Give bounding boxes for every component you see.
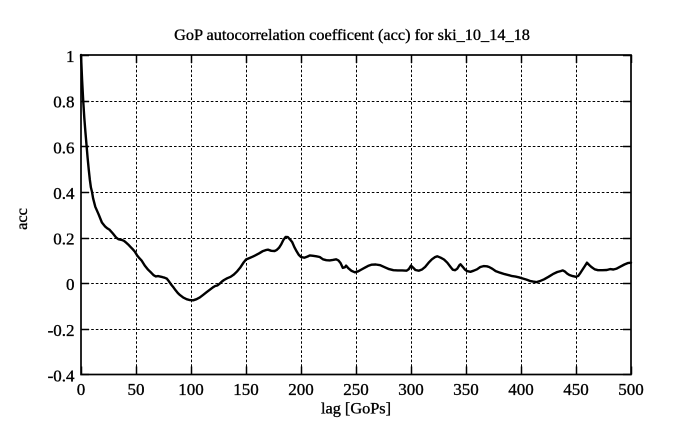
svg-text:0.4: 0.4	[53, 184, 75, 203]
svg-text:0: 0	[66, 275, 75, 294]
svg-text:150: 150	[233, 380, 259, 399]
svg-text:-0.2: -0.2	[48, 321, 75, 340]
svg-text:350: 350	[453, 380, 479, 399]
svg-text:0.8: 0.8	[53, 93, 74, 112]
svg-text:0: 0	[77, 380, 86, 399]
svg-text:500: 500	[618, 380, 644, 399]
svg-text:200: 200	[288, 380, 314, 399]
svg-text:0.2: 0.2	[53, 230, 74, 249]
svg-text:lag [GoPs]: lag [GoPs]	[321, 399, 391, 418]
svg-text:acc: acc	[12, 208, 31, 230]
svg-text:300: 300	[398, 380, 424, 399]
svg-text:100: 100	[178, 380, 204, 399]
svg-text:50: 50	[128, 380, 145, 399]
svg-text:-0.4: -0.4	[48, 367, 75, 386]
svg-text:400: 400	[508, 380, 534, 399]
svg-text:250: 250	[343, 380, 369, 399]
svg-text:1: 1	[66, 47, 75, 66]
svg-text:GoP autocorrelation coefficent: GoP autocorrelation coefficent (acc) for…	[174, 25, 530, 44]
svg-text:450: 450	[563, 380, 589, 399]
svg-text:0.6: 0.6	[53, 138, 74, 157]
